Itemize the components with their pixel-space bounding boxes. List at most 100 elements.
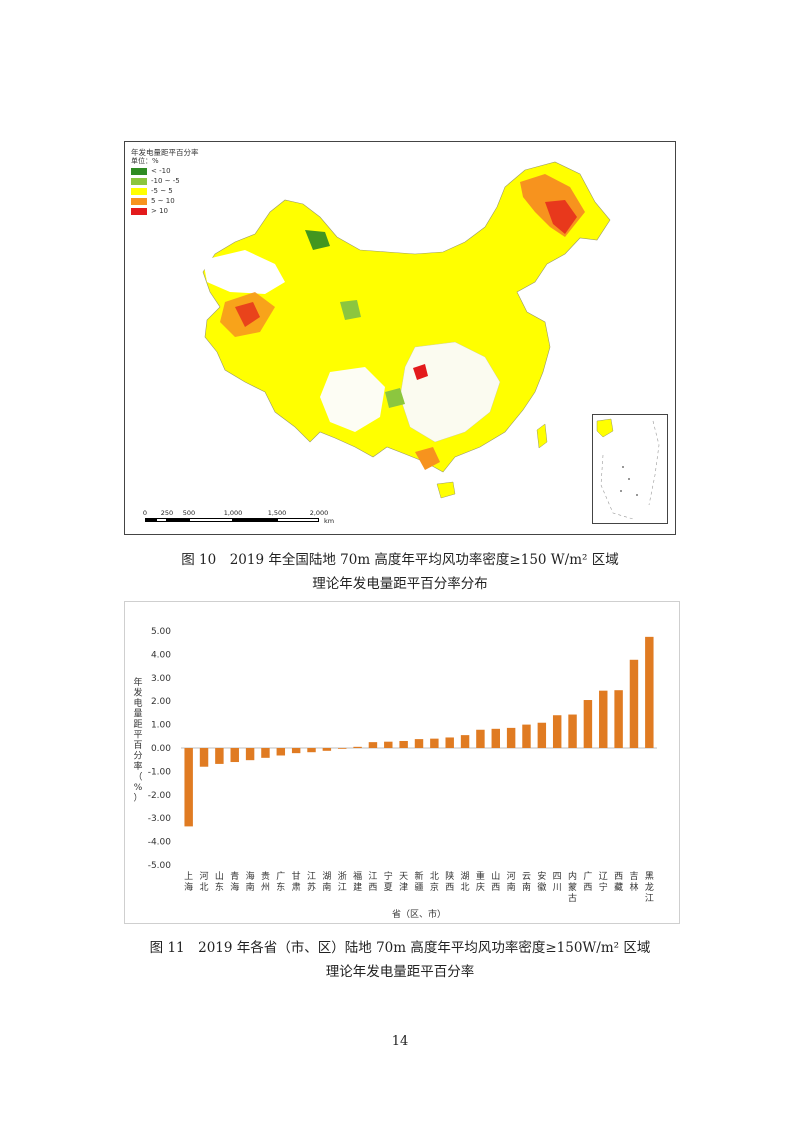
bar (506, 727, 516, 748)
legend-item: < -10 (131, 166, 199, 176)
category-label-char: 南 (246, 881, 255, 893)
category-label-char: 新 (414, 870, 423, 882)
bar (291, 748, 301, 754)
bar (399, 740, 408, 748)
y-tick-label: -4.00 (148, 838, 172, 848)
bar (184, 748, 193, 827)
category-label: 重庆 (476, 870, 485, 893)
category-label-char: 苏 (307, 881, 316, 893)
qinghai-green-patch (340, 300, 361, 320)
category-label-char: 津 (399, 882, 408, 893)
legend-item: -5 ~ 5 (131, 186, 199, 196)
category-label-char: 吉 (629, 871, 638, 882)
taiwan-shape (536, 423, 548, 449)
y-axis-label-char: 平 (133, 730, 142, 741)
map-scale-bar: 0 250 500 1,000 1,500 2,000 km (142, 509, 334, 529)
y-axis-label-char: 年 (133, 676, 142, 688)
category-label-char: 肃 (292, 881, 301, 893)
category-label: 上海 (184, 871, 193, 893)
x-axis-label: 省（区、市） (392, 908, 446, 920)
scale-segment (277, 518, 319, 522)
category-label: 新疆 (414, 870, 423, 893)
category-label: 甘肃 (292, 870, 301, 893)
category-label-char: 西 (491, 882, 500, 893)
category-label-char: 西 (445, 882, 454, 893)
legend-swatch (131, 207, 147, 215)
category-label-char: 西 (614, 871, 623, 882)
legend-swatch (131, 197, 147, 205)
category-label: 江苏 (307, 871, 316, 893)
bar (522, 724, 531, 748)
china-mainland-shape (202, 161, 611, 473)
y-axis-label-char: 电 (133, 697, 142, 709)
category-label-char: 陕 (445, 870, 454, 882)
bar (245, 748, 255, 761)
category-label-char: 北 (200, 882, 209, 893)
yunnan-orange-patch (415, 447, 440, 470)
category-label: 天津 (399, 872, 408, 893)
y-axis-label: 年发电量距平百分率（%） (133, 676, 142, 804)
tarim-white-region (203, 250, 285, 294)
scale-tick-label: 0 (142, 509, 148, 517)
y-tick-label: 4.00 (151, 650, 171, 660)
category-label-char: 林 (629, 881, 638, 893)
bar (629, 659, 639, 748)
bar (476, 729, 485, 748)
category-label-char: 州 (261, 882, 270, 893)
category-label: 贵州 (261, 870, 270, 893)
category-label: 陕西 (445, 870, 454, 893)
category-label: 西藏 (614, 871, 623, 893)
y-tick-label: 0.00 (151, 744, 171, 754)
bar (338, 748, 347, 749)
category-label-char: 江 (338, 882, 347, 893)
bar (199, 748, 209, 767)
bar (430, 738, 439, 748)
bar (368, 742, 378, 748)
category-label: 宁夏 (384, 870, 393, 893)
category-label-char: 疆 (414, 882, 423, 893)
scale-segment (233, 518, 277, 522)
category-label-char: 青 (230, 870, 239, 882)
category-label: 福建 (353, 870, 362, 893)
y-tick-label: 5.00 (151, 627, 171, 637)
category-label-char: 山 (491, 871, 500, 882)
category-label: 辽宁 (599, 871, 608, 893)
category-label-char: 北 (461, 882, 470, 893)
category-label-char: 江 (368, 871, 377, 882)
bar (552, 715, 562, 748)
category-label-char: 南 (522, 881, 531, 893)
category-label-char: 南 (322, 881, 331, 893)
y-tick-label: -3.00 (148, 814, 172, 824)
category-label-char: 夏 (384, 882, 393, 893)
y-tick-label: -2.00 (148, 791, 172, 801)
y-axis-label-char: 率 (133, 760, 142, 772)
category-label-char: 河 (507, 870, 516, 882)
category-label-char: 湖 (461, 871, 470, 882)
category-label: 湖北 (461, 871, 470, 893)
y-axis-label-char: 量 (133, 709, 142, 720)
category-label-char: 西 (583, 882, 592, 893)
legend-unit: 单位：% (131, 157, 159, 165)
legend-item: -10 ~ -5 (131, 176, 199, 186)
bar-chart-figure: 5.00 4.00 3.00 2.00 1.00 0.00 -1.00 -2.00 -3.00 -… (124, 601, 680, 924)
legend-label: > 10 (151, 206, 168, 215)
category-label-char: 建 (353, 881, 362, 893)
category-label-char: 川 (553, 883, 562, 893)
category-label-char: 浙 (338, 870, 347, 882)
category-label-char: 海 (230, 881, 239, 893)
bar (384, 741, 393, 748)
category-label: 山西 (491, 871, 500, 893)
bar (583, 700, 593, 748)
legend-title: 年发电量距平百分率 (131, 148, 199, 157)
legend-swatch (131, 177, 147, 185)
category-label-char: 海 (246, 870, 255, 882)
bar (645, 636, 654, 748)
category-label-char: 古 (568, 892, 577, 904)
category-label-char: 东 (215, 881, 224, 893)
category-label-char: 徽 (537, 881, 546, 893)
category-label: 海南 (246, 870, 255, 893)
figure10-caption-line1: 图 10 2019 年全国陆地 70m 高度年平均风功率密度≥150 W/m² … (181, 552, 619, 568)
scale-segment (156, 518, 167, 522)
scale-tick-label: 2,000 (309, 509, 329, 517)
legend-item: 5 ~ 10 (131, 196, 199, 206)
